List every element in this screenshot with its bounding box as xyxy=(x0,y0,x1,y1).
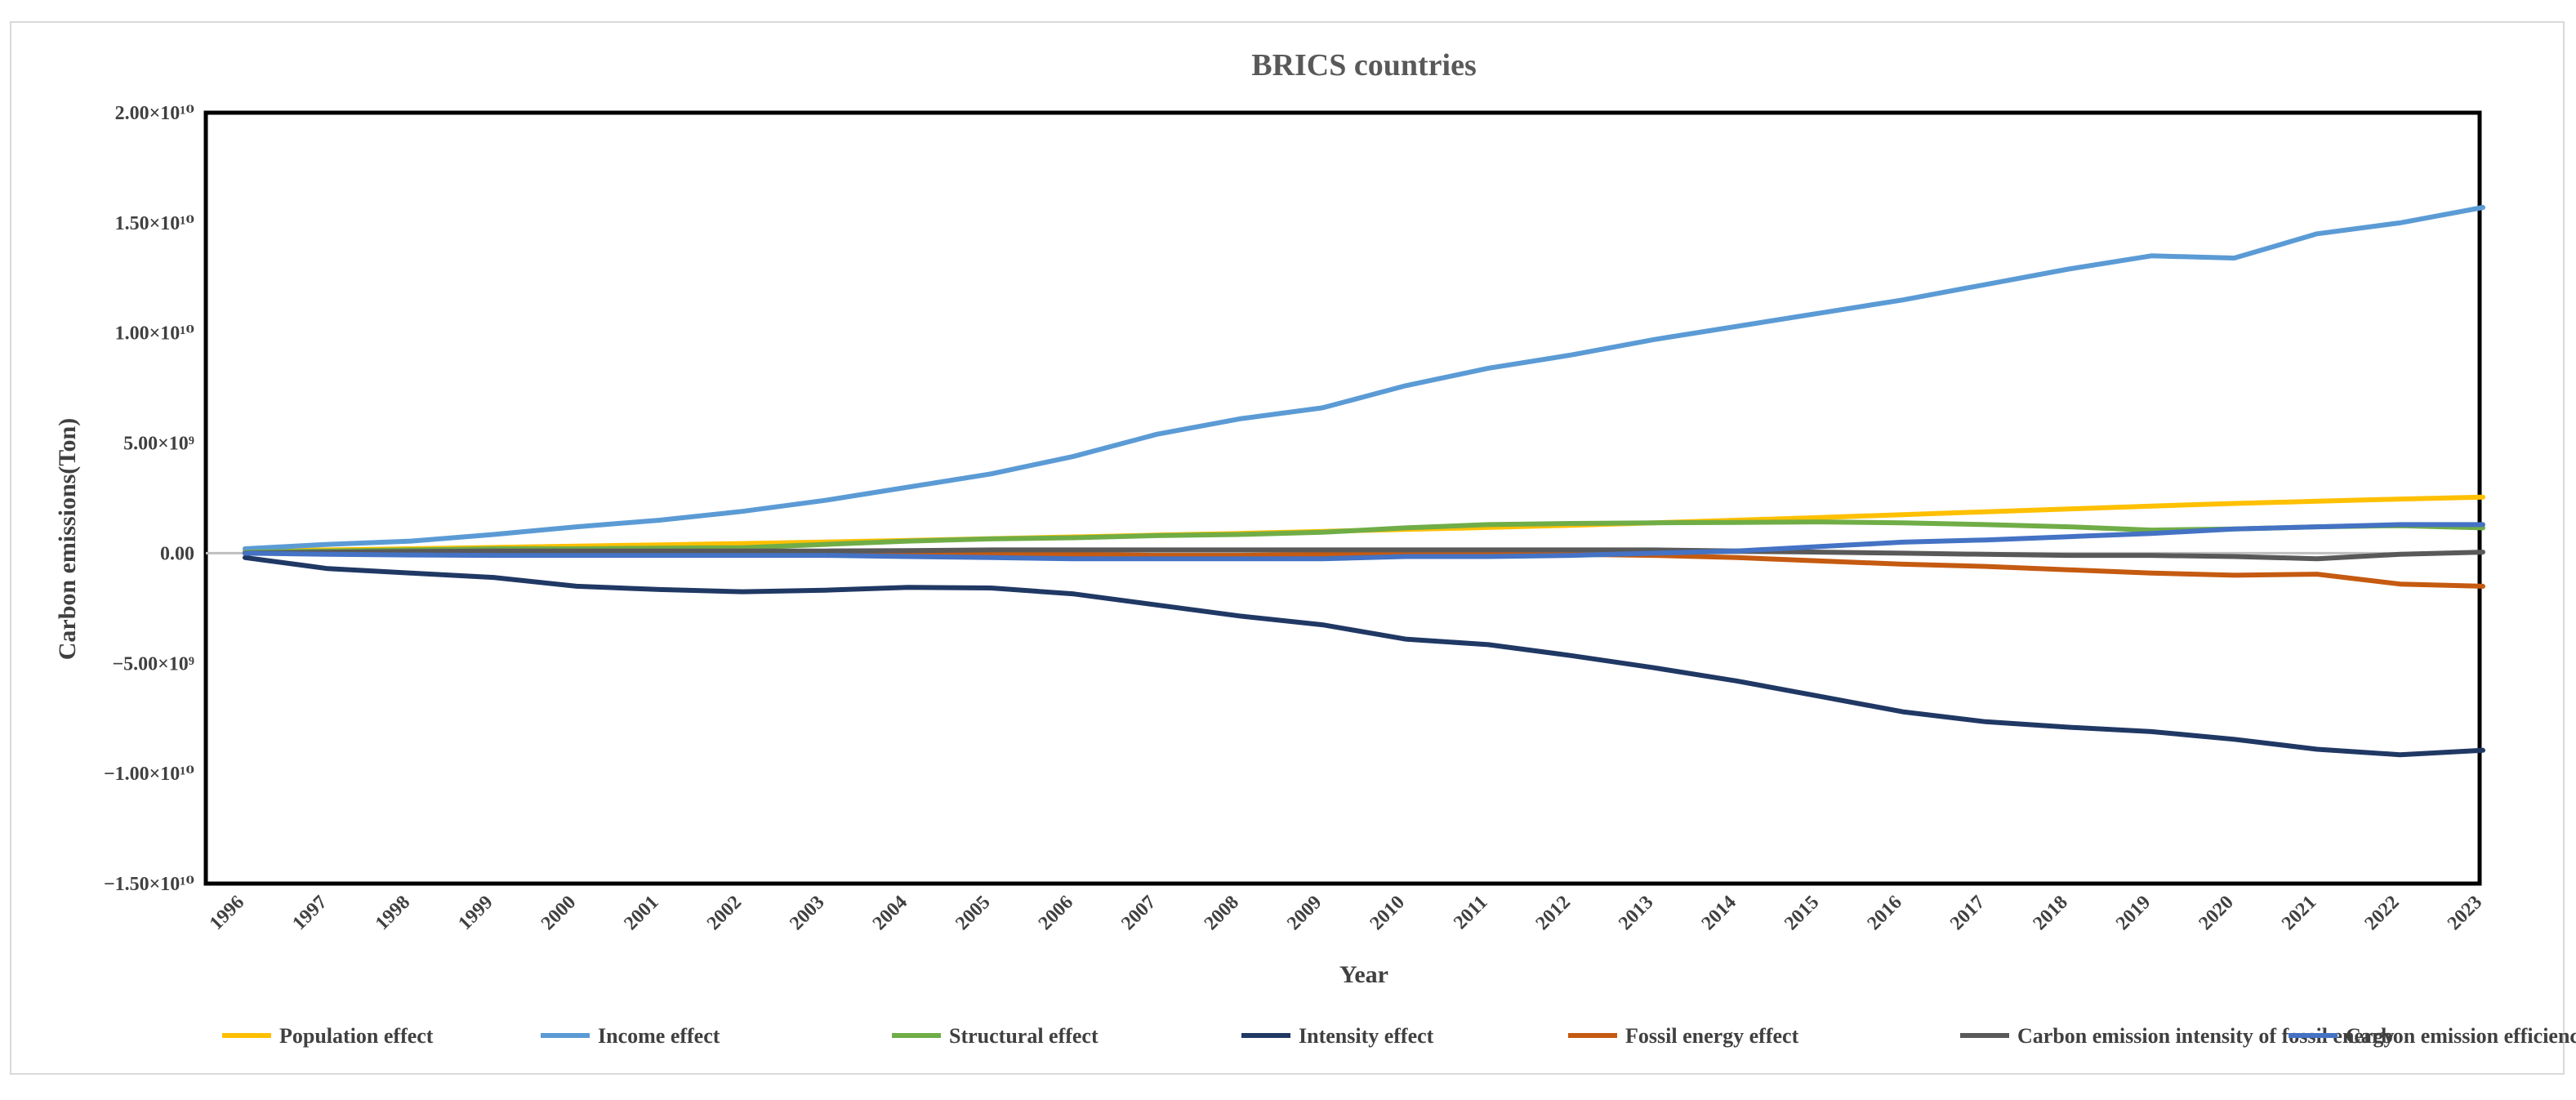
x-tick-label: 2016 xyxy=(1864,892,1906,934)
legend-label: Carbon emission intensity of fossil ener… xyxy=(2017,1024,2395,1048)
plot-area-border xyxy=(203,110,2482,886)
x-tick-label: 2018 xyxy=(2030,892,2072,934)
y-tick-label: −1.00×10¹⁰ xyxy=(104,764,194,785)
x-tick-label: 2007 xyxy=(1117,892,1160,934)
x-tick-label: 2009 xyxy=(1283,892,1326,934)
x-tick-label: 1996 xyxy=(206,892,248,934)
x-tick-label: 1999 xyxy=(454,892,497,934)
legend-label: Intensity effect xyxy=(1299,1024,1434,1048)
series-line-6 xyxy=(243,547,2485,562)
x-tick-label: 1997 xyxy=(288,892,331,934)
x-tick-label: 2019 xyxy=(2112,892,2155,934)
x-tick-label: 2000 xyxy=(537,892,580,934)
chart-title: BRICS countries xyxy=(1251,48,1477,82)
legend-label: Fossil energy effect xyxy=(1625,1024,1799,1048)
y-tick-label: 2.00×10¹⁰ xyxy=(115,103,194,124)
series-line-7 xyxy=(243,522,2485,562)
x-tick-label: 2020 xyxy=(2195,892,2237,934)
x-tick-label: 2008 xyxy=(1201,892,1243,934)
series-lines xyxy=(243,205,2485,758)
x-tick-label: 2012 xyxy=(1532,892,1575,934)
y-tick-label: −1.50×10¹⁰ xyxy=(104,874,194,895)
legend-label: Structural effect xyxy=(949,1024,1099,1048)
legend-label: Population effect xyxy=(279,1024,434,1048)
x-tick-label: 1998 xyxy=(372,892,414,934)
x-tick-label: 2001 xyxy=(620,892,662,934)
legend: Population effect Income effect Structural… xyxy=(222,1024,2576,1048)
x-tick-label: 2005 xyxy=(952,892,994,934)
y-tick-label: 1.50×10¹⁰ xyxy=(115,213,194,234)
x-tick-label: 2021 xyxy=(2278,892,2320,934)
x-tick-label: 2023 xyxy=(2444,892,2486,934)
y-tick-labels: 2.00×10¹⁰ 1.50×10¹⁰ 1.00×10¹⁰ 5.00×10⁹ 0.00 −… xyxy=(104,103,194,895)
series-line-4 xyxy=(243,554,2485,758)
x-axis-title: Year xyxy=(1339,961,1388,988)
x-tick-label: 2015 xyxy=(1780,892,1823,934)
x-tick-label: 2013 xyxy=(1615,892,1657,934)
legend-label: Income effect xyxy=(598,1024,720,1048)
x-tick-label: 2022 xyxy=(2360,892,2403,934)
series-line-2 xyxy=(243,205,2485,551)
x-tick-label: 2017 xyxy=(1946,892,1989,934)
x-tick-label: 2002 xyxy=(703,892,746,934)
x-tick-label: 2003 xyxy=(786,892,828,934)
x-tick-label: 2004 xyxy=(869,892,911,934)
y-tick-label: 0.00 xyxy=(160,543,194,564)
y-tick-label: −5.00×10⁹ xyxy=(112,653,194,675)
x-tick-label: 2014 xyxy=(1698,892,1740,934)
y-tick-label: 5.00×10⁹ xyxy=(123,434,194,455)
legend-label: Carbon emission efficiency xyxy=(2346,1024,2576,1048)
y-tick-label: 1.00×10¹⁰ xyxy=(115,323,194,345)
x-tick-label: 2010 xyxy=(1366,892,1409,934)
x-tick-label: 2006 xyxy=(1035,892,1077,934)
series-line-3 xyxy=(243,519,2485,555)
x-tick-label: 2011 xyxy=(1450,892,1491,933)
x-tick-labels: 1996 1997 1998 1999 2000 2001 2002 2003 2004 2005… xyxy=(206,892,2486,934)
y-axis-title: Carbon emissions(Ton) xyxy=(54,418,81,660)
